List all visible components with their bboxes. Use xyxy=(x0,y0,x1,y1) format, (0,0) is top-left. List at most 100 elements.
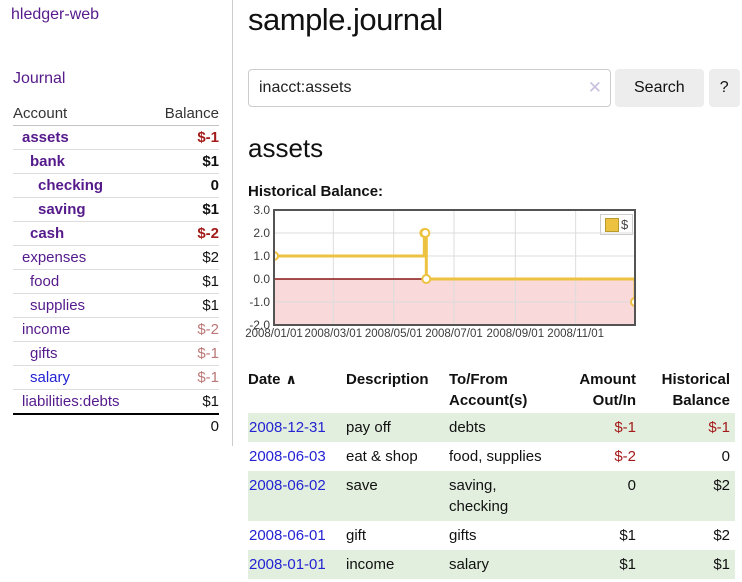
transaction-balance: $-1 xyxy=(708,419,730,436)
y-axis-tick-label: 3.0 xyxy=(253,202,270,217)
account-link[interactable]: gifts xyxy=(30,345,58,362)
chart-title: Historical Balance: xyxy=(248,183,384,200)
clear-search-icon[interactable]: ✕ xyxy=(587,78,602,97)
account-row: bank $1 xyxy=(13,149,219,174)
y-axis-tick-label: -1.0 xyxy=(249,294,270,309)
register-row: 2008-12-31 pay off debts $-1 $-1 xyxy=(248,413,735,442)
main-content: sample.journal ✕ Search ? assets Histori… xyxy=(245,0,742,579)
accounts-header-row: Account Balance xyxy=(13,102,219,126)
x-axis-tick-label: 2008/03/01 xyxy=(304,328,363,340)
account-row: expenses $2 xyxy=(13,245,219,270)
account-row: checking 0 xyxy=(13,173,219,198)
account-link[interactable]: supplies xyxy=(30,297,86,314)
transaction-balance: $2 xyxy=(713,477,730,494)
transaction-description: eat & shop xyxy=(346,448,418,465)
account-link[interactable]: saving xyxy=(38,201,86,218)
transaction-amount: 0 xyxy=(627,477,636,494)
accounts-table: Account Balance assets $-1 bank $1 check… xyxy=(13,102,219,438)
account-link[interactable]: bank xyxy=(30,153,66,170)
transaction-date-link[interactable]: 2008-01-01 xyxy=(249,556,326,573)
search-button[interactable]: Search xyxy=(615,69,704,107)
transaction-accounts: gifts xyxy=(449,527,477,544)
account-balance: $-2 xyxy=(149,221,219,246)
accounts-col-balance: Balance xyxy=(149,102,219,126)
register-row: 2008-06-03 eat & shop food, supplies $-2… xyxy=(248,442,735,471)
account-link[interactable]: cash xyxy=(30,225,65,242)
search-box: ✕ xyxy=(248,69,611,107)
account-row: food $1 xyxy=(13,269,219,294)
transaction-amount: $-2 xyxy=(614,448,636,465)
data-point-marker xyxy=(421,274,432,284)
account-link[interactable]: assets xyxy=(22,129,69,146)
transaction-date-link[interactable]: 2008-06-02 xyxy=(249,477,326,494)
account-balance: $1 xyxy=(149,197,219,222)
chart-canvas xyxy=(273,209,636,326)
account-row: income $-2 xyxy=(13,317,219,342)
col-tofrom: To/From Account(s) xyxy=(449,367,561,413)
transaction-balance: $2 xyxy=(713,527,730,544)
transaction-amount: $-1 xyxy=(614,419,636,436)
y-axis-tick-label: 0.0 xyxy=(253,271,270,286)
register-header-row: Date ∧ Description To/From Account(s) Amo… xyxy=(248,367,735,413)
account-link[interactable]: expenses xyxy=(22,249,87,266)
chart-legend: $ xyxy=(600,214,634,235)
transaction-date-link[interactable]: 2008-06-03 xyxy=(249,448,326,465)
col-description: Description xyxy=(346,371,429,388)
account-link[interactable]: income xyxy=(22,321,71,338)
brand-link[interactable]: hledger-web xyxy=(11,6,100,23)
data-point-marker xyxy=(420,228,431,238)
transaction-date-link[interactable]: 2008-06-01 xyxy=(249,527,326,544)
x-axis-tick-label: 2008/09/01 xyxy=(486,328,545,340)
account-row: cash $-2 xyxy=(13,221,219,246)
account-balance: $1 xyxy=(202,393,219,410)
accounts-total-spacer xyxy=(13,413,150,438)
legend-label: $ xyxy=(621,217,629,232)
sidebar: hledger-web Journal Account Balance asse… xyxy=(0,0,233,446)
account-balance: $1 xyxy=(149,293,219,318)
register-table: Date ∧ Description To/From Account(s) Amo… xyxy=(248,367,735,579)
account-row: assets $-1 xyxy=(13,125,219,150)
sidebar-item-journal[interactable]: Journal xyxy=(13,70,66,87)
col-balance: Historical Balance xyxy=(641,367,735,413)
account-row: saving $1 xyxy=(13,197,219,222)
help-button[interactable]: ? xyxy=(708,69,740,107)
account-link[interactable]: checking xyxy=(38,177,104,194)
col-tofrom-line1: To/From xyxy=(449,371,508,388)
account-link[interactable]: salary xyxy=(30,369,71,386)
account-balance: $-1 xyxy=(149,341,219,366)
transaction-description: pay off xyxy=(346,419,391,436)
transaction-balance: $1 xyxy=(713,556,730,573)
account-balance: $2 xyxy=(149,245,219,270)
account-row: gifts $-1 xyxy=(13,341,219,366)
accounts-col-account: Account xyxy=(13,102,150,126)
account-link[interactable]: liabilities:debts xyxy=(22,393,120,410)
register-row: 2008-06-02 save saving, checking 0 $2 xyxy=(248,471,735,521)
transaction-description: income xyxy=(346,556,395,573)
account-link[interactable]: food xyxy=(30,273,60,290)
account-balance: $-1 xyxy=(149,365,219,390)
transaction-accounts: salary xyxy=(449,556,490,573)
historical-balance-chart: $ 3.0 2.0 1.0 0.0 -1.0 -2.0 2008/01/01 2008/03/… xyxy=(245,202,742,353)
sort-ascending-icon: ∧ xyxy=(285,371,297,387)
search-form: ✕ Search ? xyxy=(248,69,742,107)
col-amount: Amount Out/In xyxy=(561,367,641,413)
col-date-sortable[interactable]: Date ∧ xyxy=(248,367,346,413)
account-row: liabilities:debts $1 xyxy=(13,390,219,415)
x-axis-tick-label: 2008/11/01 xyxy=(547,328,605,340)
x-axis-tick-label: 2008/01/01 xyxy=(245,328,303,340)
transaction-amount: $1 xyxy=(619,556,636,573)
transaction-accounts: saving, checking xyxy=(449,477,509,515)
series-swatch-icon xyxy=(605,217,619,232)
account-heading: assets xyxy=(248,133,324,163)
accounts-total-row: 0 xyxy=(13,413,219,438)
register-row: 2008-01-01 income salary $1 $1 xyxy=(248,550,735,579)
account-balance: $1 xyxy=(149,149,219,174)
y-axis-tick-label: -2.0 xyxy=(249,317,270,332)
col-amount-line1: Amount xyxy=(579,371,636,388)
account-row: supplies $1 xyxy=(13,293,219,318)
search-input[interactable] xyxy=(248,69,611,107)
transaction-date-link[interactable]: 2008-12-31 xyxy=(249,419,326,436)
account-balance: $-1 xyxy=(149,125,219,150)
y-axis-tick-label: 1.0 xyxy=(253,248,270,263)
transaction-amount: $1 xyxy=(619,527,636,544)
